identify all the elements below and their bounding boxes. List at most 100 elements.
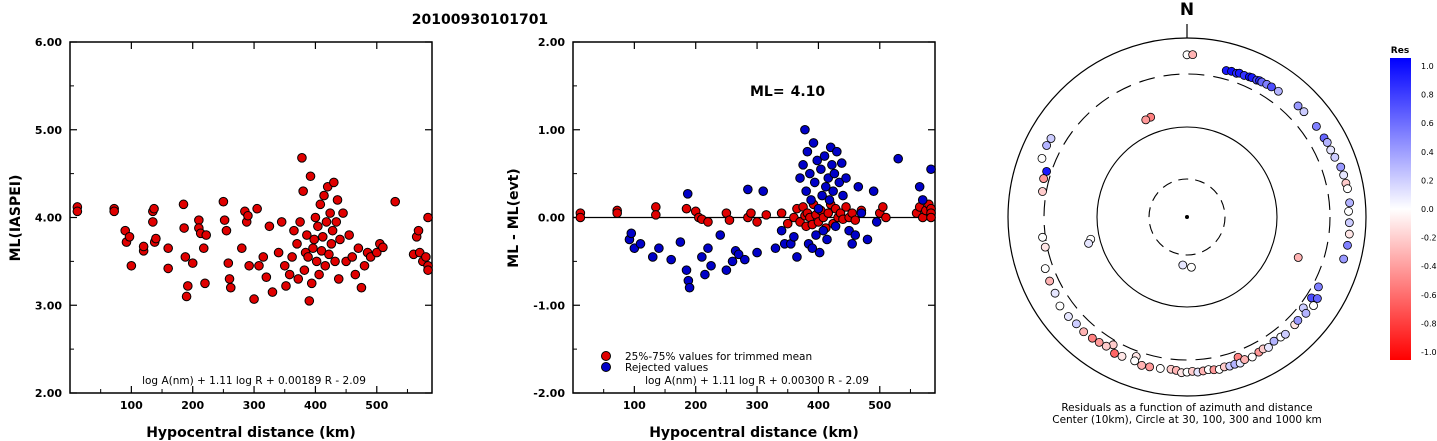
station-point xyxy=(1273,86,1283,96)
data-point xyxy=(313,221,323,232)
data-point xyxy=(326,239,337,249)
data-point xyxy=(151,233,161,244)
center-dot xyxy=(1185,215,1189,219)
data-point xyxy=(798,160,808,170)
colorbar-tick-label: 0.4 xyxy=(1421,148,1434,157)
data-point xyxy=(829,168,840,179)
data-point xyxy=(776,208,787,218)
station-point xyxy=(1040,242,1050,252)
data-point xyxy=(329,177,339,188)
data-point xyxy=(715,230,726,240)
data-point xyxy=(814,247,825,258)
data-point xyxy=(333,274,344,284)
station-point xyxy=(1130,356,1140,366)
data-point xyxy=(314,269,324,280)
x-tick-label: 500 xyxy=(365,399,388,412)
data-point xyxy=(822,234,832,245)
data-point xyxy=(752,217,762,227)
data-point xyxy=(378,242,388,253)
data-point xyxy=(126,260,137,271)
data-point xyxy=(264,221,275,232)
data-point xyxy=(820,181,831,192)
data-point xyxy=(743,184,753,195)
data-point xyxy=(325,208,335,218)
data-point xyxy=(792,252,802,262)
data-point xyxy=(252,203,262,214)
station-point xyxy=(1155,364,1165,373)
station-point xyxy=(1330,152,1340,162)
colorbar-tick-label: 0.6 xyxy=(1421,119,1434,128)
data-point xyxy=(868,186,879,196)
data-point xyxy=(311,256,322,267)
data-point xyxy=(776,225,787,236)
data-point xyxy=(770,243,781,254)
data-point xyxy=(651,210,661,220)
station-point xyxy=(1046,134,1056,143)
y-axis-label: ML - ML(evt) xyxy=(506,168,522,267)
station-point xyxy=(1312,294,1322,303)
colorbar-tick-label: -0.4 xyxy=(1421,262,1437,271)
data-point xyxy=(359,260,370,271)
data-point xyxy=(817,190,827,201)
data-point xyxy=(724,215,735,225)
colorbar-tick-label: -0.6 xyxy=(1421,291,1437,300)
data-point xyxy=(878,202,888,212)
station-point xyxy=(1293,315,1303,325)
data-point xyxy=(703,243,713,254)
data-point xyxy=(72,206,83,217)
ml-label-text: ML= xyxy=(750,84,785,100)
x-tick-label: 200 xyxy=(684,399,707,412)
x-tick-label: 500 xyxy=(868,399,891,412)
data-point xyxy=(109,206,119,217)
colorbar-gradient xyxy=(1390,58,1411,360)
ml-label: ML= 4.10 xyxy=(750,84,825,100)
colorbar-tick-label: 0.2 xyxy=(1421,176,1434,185)
station-point xyxy=(1037,154,1047,163)
data-point xyxy=(828,186,838,196)
data-point xyxy=(243,210,253,221)
y-tick-label: 2.00 xyxy=(35,387,62,400)
data-point xyxy=(681,203,692,214)
x-tick-label: 200 xyxy=(181,399,204,412)
station-point xyxy=(1094,337,1104,347)
data-point xyxy=(249,294,259,304)
data-point xyxy=(824,195,835,205)
data-point xyxy=(651,202,661,212)
data-point xyxy=(813,203,824,214)
data-point xyxy=(273,247,284,258)
data-point xyxy=(850,215,861,225)
data-point xyxy=(818,225,829,236)
data-point xyxy=(292,239,302,249)
station-point xyxy=(1101,341,1111,351)
data-point xyxy=(218,196,229,207)
data-point xyxy=(299,265,310,275)
station-point xyxy=(1343,184,1352,194)
data-point xyxy=(302,230,312,240)
data-point xyxy=(853,181,864,192)
data-point xyxy=(317,232,328,242)
data-point xyxy=(626,228,637,239)
station-point xyxy=(1299,107,1309,117)
caption-line-1: Residuals as a function of azimuth and d… xyxy=(1061,402,1312,414)
data-point xyxy=(221,225,232,236)
data-point xyxy=(838,190,848,201)
formula-annotation: log A(nm) + 1.11 log R + 0.00189 R - 2.0… xyxy=(142,375,366,387)
ring-1000km xyxy=(1007,37,1367,397)
data-point xyxy=(727,256,738,267)
tick-marks: 100 200 300 400 500 -2.00 -1.00 0.00 1.00 2.00 xyxy=(533,36,935,412)
data-point xyxy=(893,153,903,164)
x-tick-label: 300 xyxy=(746,399,769,412)
data-point xyxy=(782,218,793,229)
data-point xyxy=(310,212,321,223)
data-point xyxy=(179,223,189,233)
data-point xyxy=(758,186,769,196)
data-point xyxy=(733,249,744,260)
data-point xyxy=(284,269,295,280)
station-point xyxy=(1087,333,1097,343)
data-point xyxy=(812,155,822,166)
data-point xyxy=(914,181,925,192)
station-point xyxy=(1038,232,1047,242)
station-point xyxy=(1110,348,1119,358)
data-point xyxy=(163,263,173,274)
data-point xyxy=(219,215,230,225)
